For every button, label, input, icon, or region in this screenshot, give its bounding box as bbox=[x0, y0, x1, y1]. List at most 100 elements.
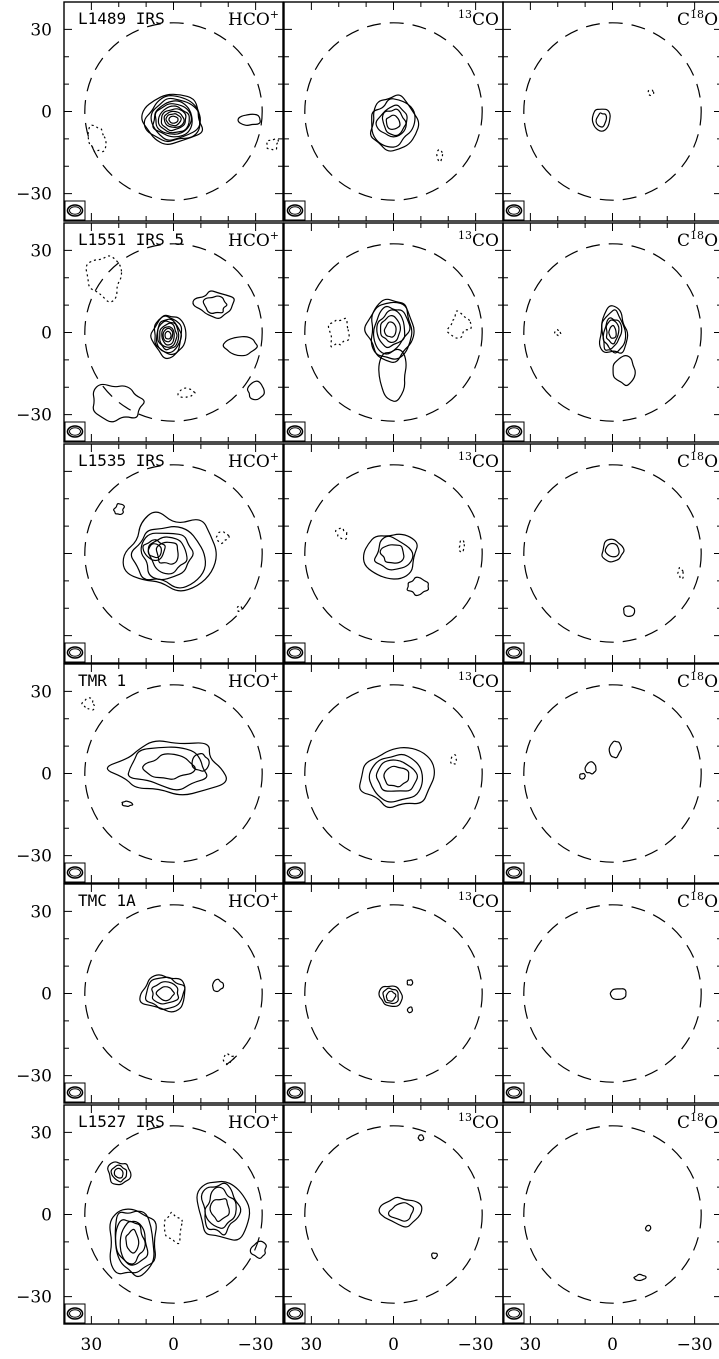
panel-frame bbox=[502, 443, 719, 664]
panel-frame bbox=[502, 222, 719, 443]
beam-ellipse-inner bbox=[69, 868, 81, 877]
contour bbox=[144, 976, 186, 1010]
y-tick-label: −30 bbox=[16, 1067, 52, 1087]
panel-frame bbox=[63, 443, 284, 664]
contour bbox=[113, 1167, 124, 1179]
panel-0-2: C18O bbox=[502, 1, 719, 222]
panel-2-1: 13CO bbox=[283, 443, 504, 664]
contour bbox=[595, 112, 608, 128]
negative-contour bbox=[177, 387, 196, 399]
contour bbox=[644, 1224, 652, 1232]
contour bbox=[125, 1228, 140, 1254]
contour bbox=[378, 1196, 423, 1228]
contour bbox=[375, 104, 408, 138]
beam-ellipse bbox=[66, 1086, 84, 1099]
beam-box bbox=[284, 200, 306, 221]
contour bbox=[150, 97, 201, 141]
contour bbox=[601, 538, 625, 563]
contour bbox=[608, 324, 617, 339]
y-tick-label: 30 bbox=[30, 682, 52, 702]
beam-ellipse-inner bbox=[508, 1309, 520, 1318]
beam-ellipse bbox=[286, 204, 304, 217]
source-name: TMC 1A bbox=[78, 891, 136, 910]
panel-frame bbox=[283, 443, 504, 664]
primary-beam-circle bbox=[523, 22, 702, 201]
beam-ellipse-inner bbox=[289, 868, 301, 877]
contour bbox=[110, 1164, 128, 1183]
contour bbox=[113, 503, 125, 516]
source-name: L1489 IRS bbox=[78, 9, 165, 28]
beam-ellipse-inner bbox=[508, 868, 520, 877]
negative-contour bbox=[87, 124, 107, 153]
beam-box bbox=[284, 862, 306, 883]
x-tick-label: 0 bbox=[168, 1335, 179, 1355]
panel-1-0: HCO+ L1551 IRS 5 bbox=[63, 222, 284, 443]
beam-ellipse bbox=[286, 646, 304, 659]
panel-3-0: HCO+ TMR 1 bbox=[63, 663, 284, 884]
contour bbox=[369, 94, 420, 152]
primary-beam-circle bbox=[304, 243, 483, 422]
negative-contour bbox=[436, 148, 444, 163]
panel-5-0: HCO+ L1527 IRS bbox=[63, 1104, 284, 1325]
contour bbox=[633, 1273, 647, 1282]
negative-contour bbox=[553, 328, 562, 337]
panel-frame bbox=[502, 883, 719, 1104]
contour bbox=[584, 761, 597, 775]
contour bbox=[106, 740, 227, 796]
contour bbox=[209, 1198, 230, 1223]
beam-ellipse bbox=[66, 204, 84, 217]
panel-2-0: HCO+ L1535 IRS bbox=[63, 443, 284, 664]
panel-2-2: C18O bbox=[502, 443, 719, 664]
beam-box bbox=[503, 421, 525, 442]
contour bbox=[612, 355, 636, 387]
contour bbox=[609, 988, 627, 1001]
contour bbox=[107, 1161, 132, 1186]
primary-beam-circle bbox=[304, 904, 483, 1083]
beam-ellipse-inner bbox=[69, 648, 81, 657]
negative-contour bbox=[163, 1211, 183, 1245]
contour bbox=[155, 318, 182, 354]
contour bbox=[382, 987, 399, 1005]
contour bbox=[375, 759, 418, 792]
primary-beam-circle bbox=[304, 684, 483, 863]
contour bbox=[155, 986, 175, 1002]
contour bbox=[381, 108, 407, 137]
source-name: L1551 IRS 5 bbox=[78, 230, 184, 249]
contour bbox=[387, 1202, 415, 1222]
primary-beam-circle bbox=[84, 243, 263, 422]
contour bbox=[605, 319, 620, 345]
beam-box bbox=[64, 1303, 86, 1324]
panel-4-2: C18O bbox=[502, 883, 719, 1104]
contour bbox=[222, 336, 258, 357]
beam-box bbox=[503, 1082, 525, 1103]
y-tick-label: 0 bbox=[41, 1206, 52, 1226]
contour bbox=[147, 543, 162, 559]
beam-ellipse bbox=[286, 866, 304, 879]
contour bbox=[362, 533, 418, 580]
y-tick-label: 0 bbox=[41, 324, 52, 344]
contour bbox=[157, 105, 190, 134]
contour bbox=[191, 752, 210, 772]
y-tick-label: 0 bbox=[41, 985, 52, 1005]
contour bbox=[160, 108, 187, 132]
panel-5-1: 13CO bbox=[283, 1104, 504, 1325]
contour bbox=[385, 990, 397, 1002]
source-name: L1527 IRS bbox=[78, 1112, 165, 1131]
contour bbox=[579, 772, 586, 780]
contour bbox=[383, 765, 410, 788]
panel-1-2: C18O bbox=[502, 222, 719, 443]
primary-beam-circle bbox=[84, 684, 263, 863]
contour bbox=[372, 305, 411, 355]
y-tick-label: −30 bbox=[16, 406, 52, 426]
molecule-label: 13CO bbox=[458, 670, 499, 692]
contour bbox=[406, 979, 414, 986]
panel-4-1: 13CO bbox=[283, 883, 504, 1104]
beam-ellipse-inner bbox=[289, 648, 301, 657]
beam-ellipse bbox=[505, 866, 523, 879]
y-tick-label: −30 bbox=[16, 847, 52, 867]
molecule-label: C18O bbox=[677, 670, 718, 692]
beam-ellipse-inner bbox=[289, 1088, 301, 1097]
panel-frame bbox=[63, 883, 284, 1104]
molecule-label: HCO+ bbox=[228, 450, 279, 472]
contour bbox=[379, 315, 402, 344]
